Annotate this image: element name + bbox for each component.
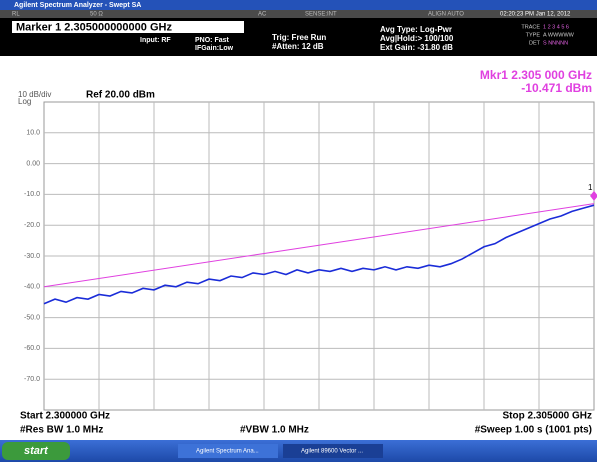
trace: [43, 203, 595, 288]
input: Input: RF: [140, 37, 171, 44]
type-vals: A WWWWW: [543, 32, 575, 38]
y-tick-label: -40.0: [24, 284, 40, 291]
task-label: Agilent 89600 Vector ...: [301, 449, 363, 455]
title-bar: [0, 0, 597, 10]
marker-value: -10.471 dBm: [521, 81, 592, 95]
task-button[interactable]: [283, 444, 383, 458]
start-label: start: [24, 445, 49, 457]
stop-freq: Stop 2.305000 GHz: [503, 411, 592, 422]
avg-hold: Avg|Hold:> 100/100: [380, 34, 454, 43]
marker-readout: Mkr1 2.305 000 GHz: [480, 68, 592, 82]
marker-box: [12, 21, 244, 33]
start-button[interactable]: [2, 442, 70, 460]
y-tick-label: 0.00: [26, 160, 40, 167]
scale: 10 dB/div: [18, 90, 51, 99]
det-vals: S NNNNN: [543, 40, 568, 46]
task-label: Agilent Spectrum Ana...: [196, 449, 259, 455]
avg-type: Avg Type: Log-Pwr: [380, 25, 452, 34]
status-coupling: AC: [258, 12, 267, 18]
y-tick-label: -10.0: [24, 191, 40, 198]
status-impedance: 50 Ω: [90, 12, 103, 18]
trace-label: TRACE: [521, 24, 540, 30]
marker: [590, 190, 597, 201]
start-freq: Start 2.300000 GHz: [20, 411, 110, 422]
marker-freq: Marker 1 2.305000000000 GHz: [16, 21, 172, 33]
status-time: 02:20:23 PM Jan 12, 2012: [500, 12, 571, 18]
ext-gain: Ext Gain: -31.80 dB: [380, 43, 453, 52]
vbw: #VBW 1.0 MHz: [240, 425, 309, 436]
task-button[interactable]: [178, 444, 278, 458]
det-label: DET: [529, 40, 541, 46]
atten: #Atten: 12 dB: [272, 42, 324, 51]
trace-nums: 1 2 3 4 5 6: [543, 24, 569, 30]
ifgain: IFGain:Low: [195, 45, 234, 52]
pno: PNO: Fast: [195, 37, 230, 44]
y-tick-label: -50.0: [24, 314, 40, 321]
marker-label: 1: [588, 183, 593, 192]
y-tick-label: -70.0: [24, 376, 40, 383]
status-sense: SENSE:INT: [305, 12, 337, 18]
type-label: TYPE: [526, 32, 541, 38]
scale-mode: Log: [18, 97, 31, 106]
status-align: ALIGN AUTO: [428, 12, 464, 18]
window-title: Agilent Spectrum Analyzer - Swept SA: [14, 2, 141, 9]
y-tick-label: -30.0: [24, 253, 40, 260]
rbw: #Res BW 1.0 MHz: [20, 425, 103, 436]
y-tick-label: 10.0: [26, 130, 40, 137]
status-rl: RL: [12, 12, 20, 18]
trace: [43, 204, 595, 305]
status-bar: [0, 10, 597, 18]
y-tick-label: -20.0: [24, 222, 40, 229]
y-tick-label: -60.0: [24, 345, 40, 352]
trig: Trig: Free Run: [272, 33, 326, 42]
ref-level: Ref 20.00 dBm: [86, 90, 155, 101]
sweep: #Sweep 1.00 s (1001 pts): [475, 425, 592, 436]
